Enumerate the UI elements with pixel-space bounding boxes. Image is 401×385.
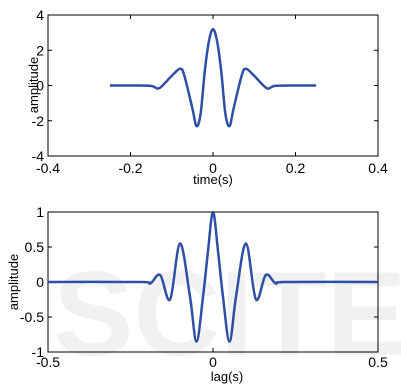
bottom-x-tick-label: 0.5 <box>368 354 388 370</box>
bottom-chart: amplitude lag(s) -0.5 0 0.5-1-0.500.51 <box>6 204 388 384</box>
top-x-tick-label: 0 <box>209 160 217 176</box>
top-x-tick-label: 0.4 <box>368 160 388 176</box>
top-y-tick-label: 4 <box>36 7 44 23</box>
top-x-tick-label: -0.2 <box>118 160 142 176</box>
bottom-y-axis-label: amplitude <box>6 254 21 310</box>
bottom-y-tick-label: 0.5 <box>25 239 45 255</box>
top-series-line <box>109 27 317 128</box>
top-plot-frame <box>47 14 379 157</box>
bottom-y-tick-label: -0.5 <box>20 309 44 325</box>
bottom-x-axis-label: lag(s) <box>211 369 244 384</box>
top-x-axis-label: time(s) <box>193 172 233 187</box>
bottom-x-tick-label: 0 <box>209 354 217 370</box>
watermark: SCITE <box>53 247 401 381</box>
top-y-tick-label: 0 <box>36 78 44 94</box>
top-x-tick-label: 0.2 <box>286 160 306 176</box>
top-x-tick-label: -0.4 <box>36 160 60 176</box>
top-y-tick-label: 2 <box>36 42 44 58</box>
bottom-y-tick-label: 1 <box>36 204 44 220</box>
bottom-series-line <box>47 210 379 343</box>
top-y-tick-label: -4 <box>32 148 45 164</box>
top-y-axis-label: amplitude <box>26 57 41 113</box>
top-y-tick-label: -2 <box>32 113 45 129</box>
bottom-x-tick-label: -0.5 <box>36 354 60 370</box>
bottom-y-tick-label: 0 <box>36 274 44 290</box>
bottom-y-tick-label: -1 <box>32 344 45 360</box>
top-chart: amplitude time(s) -0.4 -0.2 0 0.2 0.4 -4 -2 0 2 4 <box>26 7 388 187</box>
